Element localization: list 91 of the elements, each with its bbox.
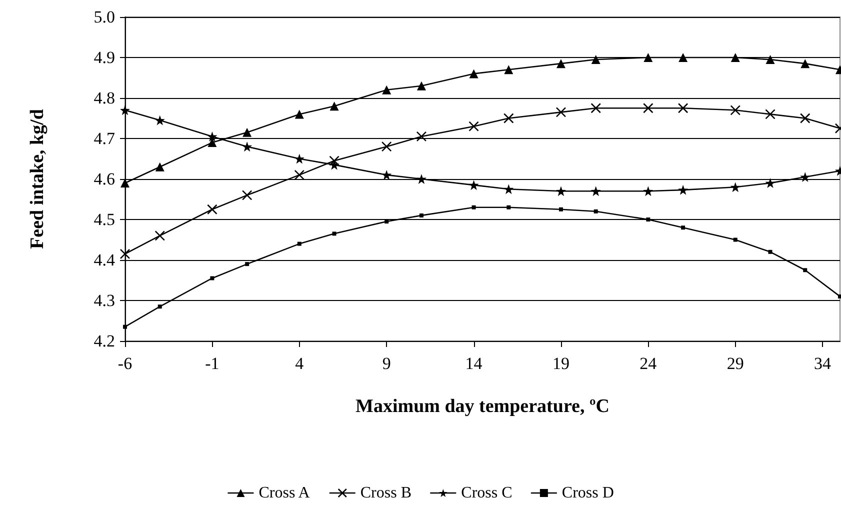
point bbox=[384, 220, 389, 224]
x-axis-title: Maximum day temperature, ºC bbox=[356, 396, 610, 417]
point bbox=[643, 102, 654, 114]
point bbox=[765, 109, 776, 120]
point bbox=[800, 59, 810, 68]
y-tick-label: 4.9 bbox=[94, 48, 115, 67]
point bbox=[591, 55, 600, 64]
point bbox=[643, 186, 654, 196]
x-tick-label: 9 bbox=[382, 354, 391, 373]
point bbox=[556, 59, 566, 68]
point bbox=[558, 207, 563, 212]
point bbox=[681, 226, 686, 230]
point bbox=[803, 268, 808, 272]
point bbox=[242, 190, 252, 200]
y-axis-title: Feed intake, kg/d bbox=[27, 108, 48, 249]
point bbox=[468, 180, 479, 190]
x-tick-label: -1 bbox=[205, 354, 220, 373]
x-tick-label: 24 bbox=[640, 354, 658, 373]
point bbox=[506, 205, 511, 210]
point bbox=[730, 182, 740, 192]
point bbox=[468, 121, 479, 132]
point bbox=[590, 102, 602, 114]
x-tick-label: 19 bbox=[552, 354, 570, 373]
point bbox=[419, 213, 424, 218]
point bbox=[590, 186, 601, 196]
y-tick-label: 5.0 bbox=[94, 8, 115, 26]
point bbox=[678, 102, 688, 114]
point bbox=[556, 107, 566, 118]
point bbox=[154, 230, 166, 241]
point bbox=[765, 178, 776, 188]
y-tick-label: 4.7 bbox=[94, 129, 116, 148]
x-tick-label: -6 bbox=[118, 354, 132, 373]
point bbox=[416, 131, 427, 142]
point bbox=[207, 131, 218, 142]
y-tick-label: 4.3 bbox=[94, 291, 115, 310]
y-tick-label: 4.6 bbox=[94, 170, 115, 188]
y-tick-label: 4.2 bbox=[94, 332, 115, 350]
y-tick-label: 4.5 bbox=[94, 210, 115, 229]
point bbox=[155, 162, 164, 172]
point bbox=[504, 113, 514, 124]
point bbox=[556, 186, 566, 196]
point bbox=[416, 174, 426, 184]
point bbox=[294, 110, 304, 119]
point bbox=[730, 53, 740, 62]
point bbox=[297, 242, 302, 246]
point bbox=[733, 238, 738, 242]
point bbox=[207, 204, 218, 215]
point bbox=[381, 141, 392, 152]
point bbox=[123, 324, 127, 329]
point bbox=[242, 142, 252, 152]
x-tick-label: 29 bbox=[726, 354, 744, 373]
point bbox=[210, 276, 214, 280]
point bbox=[730, 105, 741, 116]
point bbox=[504, 184, 514, 194]
x-tick-label: 4 bbox=[295, 354, 304, 373]
point bbox=[646, 218, 650, 222]
x-tick-label: 14 bbox=[465, 354, 483, 373]
point bbox=[158, 304, 162, 309]
legend-label: Cross B bbox=[360, 484, 412, 502]
point bbox=[329, 156, 340, 166]
y-tick-label: 4.8 bbox=[94, 88, 115, 108]
point bbox=[245, 262, 250, 266]
point bbox=[469, 69, 478, 78]
y-tick-label: 4.4 bbox=[94, 250, 116, 270]
point bbox=[678, 53, 688, 62]
x-tick-label: 34 bbox=[814, 354, 832, 373]
point bbox=[382, 170, 392, 180]
point bbox=[332, 232, 336, 236]
legend-label: Cross C bbox=[461, 484, 512, 502]
legend-label: Cross D bbox=[562, 484, 614, 502]
point bbox=[330, 102, 339, 111]
point bbox=[594, 209, 598, 214]
point bbox=[678, 184, 688, 195]
legend-label: Cross A bbox=[258, 484, 310, 502]
point bbox=[294, 170, 305, 180]
point bbox=[800, 172, 810, 182]
point bbox=[242, 128, 252, 137]
point bbox=[382, 85, 392, 94]
point bbox=[416, 81, 426, 90]
point bbox=[472, 205, 476, 210]
point bbox=[766, 55, 775, 64]
point bbox=[294, 154, 304, 164]
point bbox=[154, 115, 165, 126]
point bbox=[120, 105, 130, 116]
point bbox=[504, 65, 514, 74]
point bbox=[800, 113, 810, 124]
point bbox=[768, 250, 772, 254]
point bbox=[208, 138, 217, 148]
point bbox=[120, 248, 130, 260]
point bbox=[644, 53, 653, 62]
point bbox=[838, 294, 841, 298]
